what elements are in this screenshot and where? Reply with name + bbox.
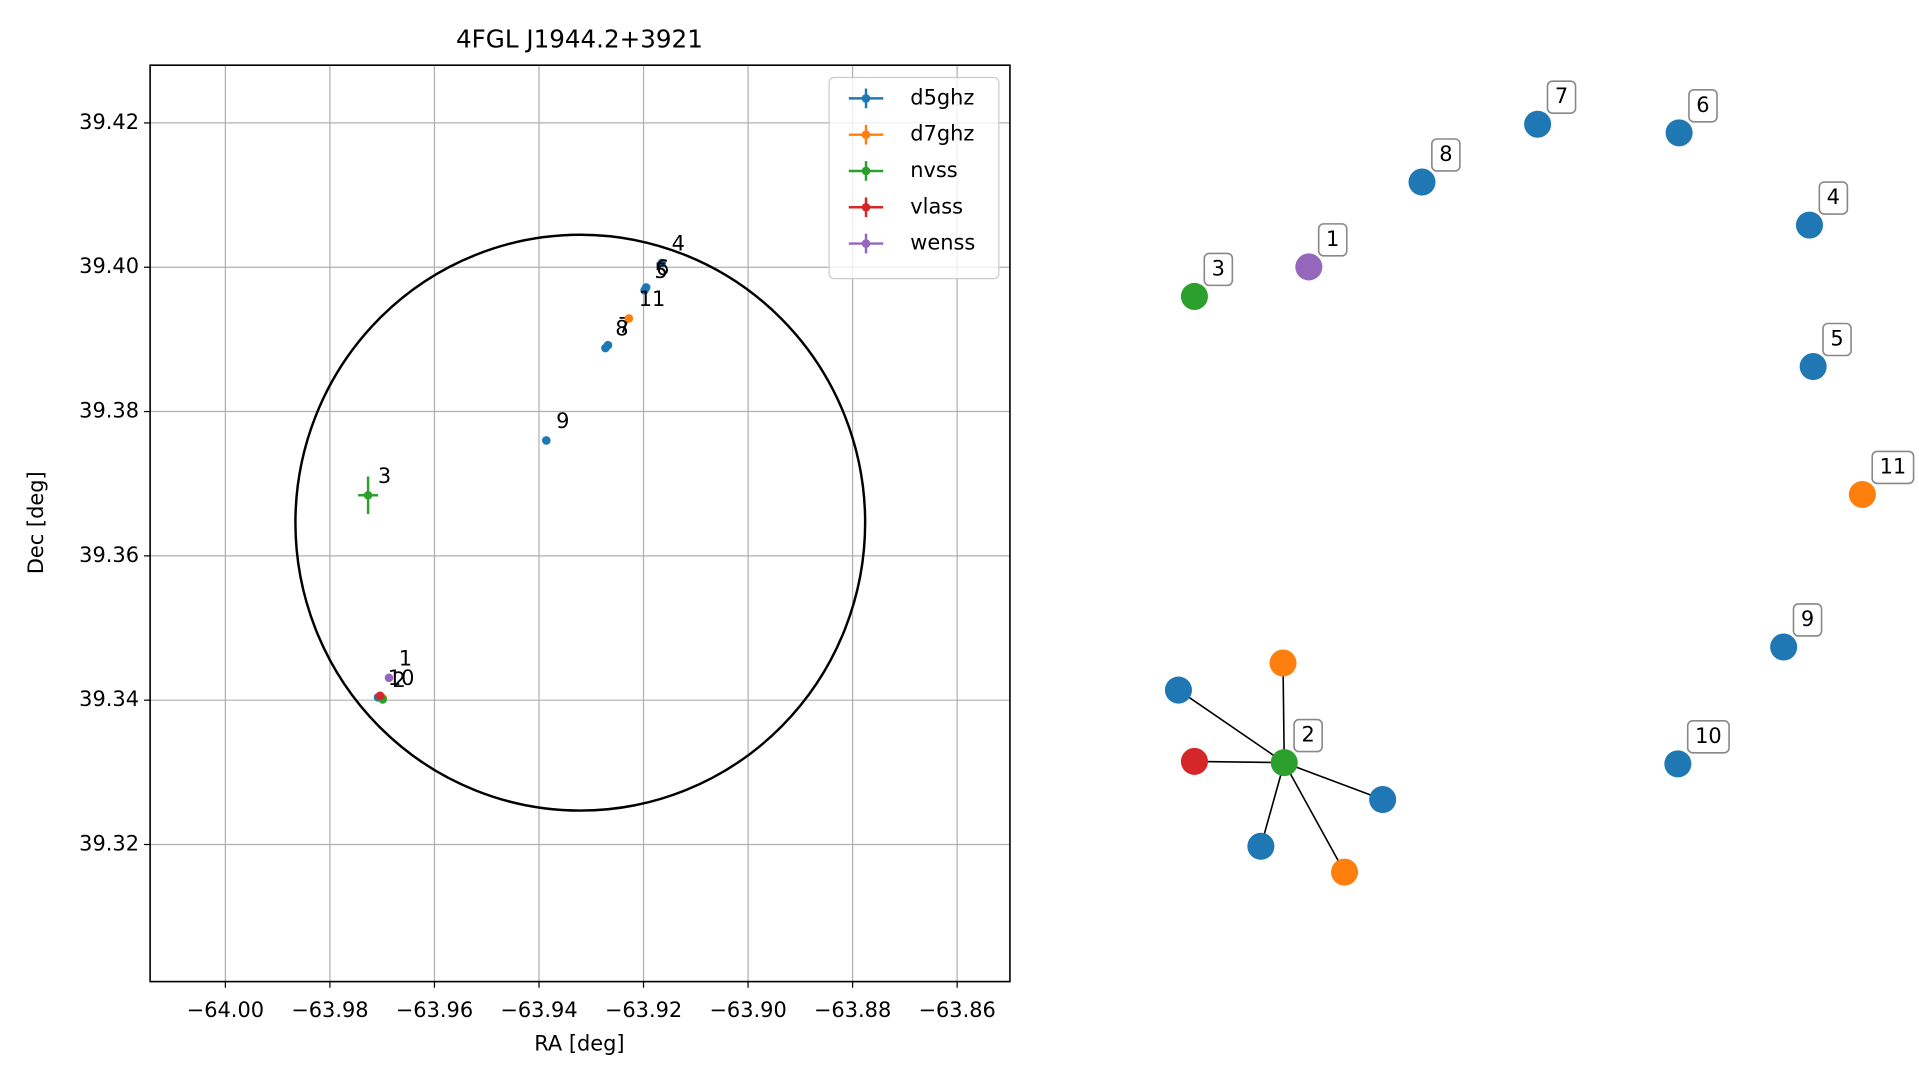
y-tick-label: 39.36 [79,543,139,567]
node [1664,750,1692,778]
edge [1177,689,1285,764]
legend-marker [861,94,871,103]
point [657,258,667,268]
x-axis-label: RA [deg] [534,1031,624,1055]
node-label-box [1293,718,1323,753]
node-label-box [1818,181,1849,215]
node-label: 1 [1326,227,1339,251]
point-label: 8 [615,317,628,341]
node-label-box [1431,138,1461,172]
node-label-box [1686,720,1730,754]
node [1408,168,1436,196]
point-label: 4 [672,231,685,255]
point-label: 11 [639,287,666,311]
point [375,691,385,701]
legend-marker [861,166,871,176]
node-label-box [1203,252,1234,287]
point-label: 1 [399,646,412,670]
node-label-box [1792,603,1823,637]
legend-label: d5ghz [910,85,974,109]
legend-label: d7ghz [910,122,974,146]
x-tick-label: −63.88 [814,998,891,1022]
node-label: 7 [1555,84,1568,108]
node [1848,480,1876,509]
node-label-box [1688,88,1718,123]
node [1180,747,1208,775]
node [1799,353,1827,381]
node [1269,649,1297,677]
point [624,314,634,323]
point-label: 2 [393,668,406,692]
legend-label: vlass [910,194,963,218]
legend-marker [861,130,871,139]
node [1270,749,1298,777]
node-label-box [1871,450,1915,485]
edge [1260,762,1286,847]
node-label: 3 [1212,256,1225,280]
point-label: 6 [656,256,669,280]
edge [1194,760,1285,764]
node-label: 11 [1880,454,1907,478]
x-tick-label: −64.00 [187,998,264,1022]
node-label: 10 [1695,724,1722,748]
node [1524,110,1552,138]
y-axis-label: Dec [deg] [24,471,48,574]
point-label: 5 [654,259,667,283]
node [1770,633,1798,661]
node-label-box [1822,322,1852,357]
node [1247,832,1275,860]
node-label: 5 [1830,326,1843,350]
y-tick-label: 39.34 [79,687,139,711]
node-label: 6 [1696,93,1709,117]
legend-label: nvss [910,158,957,182]
node-label-box [1317,223,1348,257]
node [1369,786,1397,814]
y-tick-label: 39.38 [79,399,139,423]
y-tick-label: 39.42 [79,110,139,134]
node [1330,858,1359,886]
chart-title: 4FGL J1944.2+3921 [456,25,703,54]
point [542,436,551,445]
point [601,343,610,353]
node-label: 2 [1301,723,1314,747]
legend-marker [861,202,871,212]
plot-frame [149,64,1011,983]
x-tick-label: −63.92 [605,998,682,1022]
edge [1283,762,1346,873]
x-tick-label: −63.90 [709,998,786,1022]
node-label: 4 [1827,185,1840,209]
node-label: 9 [1801,607,1814,631]
edge [1283,761,1383,801]
x-tick-label: −63.96 [396,998,473,1022]
legend-box [828,76,1000,280]
x-tick-label: −63.94 [500,998,577,1022]
legend-marker [861,239,871,248]
node [1795,211,1824,239]
y-tick-label: 39.40 [79,254,139,278]
node [1180,282,1208,310]
x-tick-label: −63.86 [918,998,995,1022]
y-tick-label: 39.32 [79,831,139,855]
node [1295,253,1323,281]
node [1164,676,1192,704]
edge [1282,662,1286,763]
point [363,490,373,500]
node [1665,119,1693,147]
x-tick-label: −63.98 [291,998,368,1022]
node-label: 8 [1439,142,1452,166]
point [641,283,651,292]
point-label: 3 [378,464,391,488]
legend-label: wenss [910,231,975,255]
point [384,673,394,683]
point-label: 9 [556,409,569,433]
region-circle [294,233,867,812]
node-label-box [1546,80,1577,114]
